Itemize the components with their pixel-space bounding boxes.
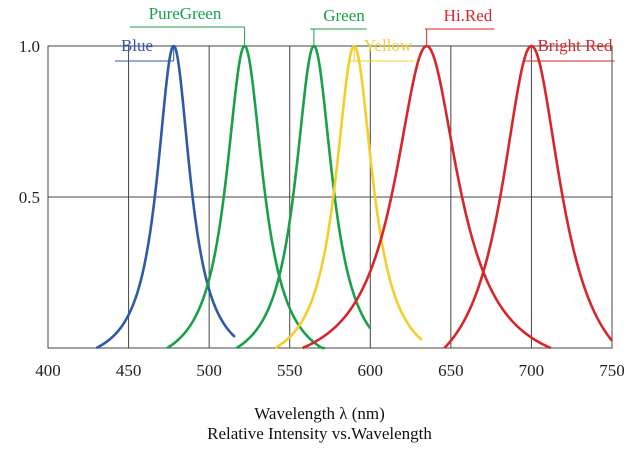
x-tick-label: 450: [116, 361, 142, 380]
series-label: PureGreen: [149, 4, 222, 23]
x-tick-label: 550: [277, 361, 303, 380]
tick-labels: 400 450 500 550 600 650 700 750 0.5 1.0: [19, 37, 625, 380]
series-label: Yellow: [364, 36, 413, 55]
x-tick-label: 750: [599, 361, 625, 380]
series-labels: Blue PureGreen Green Yellow Hi.Red Bright Red: [115, 4, 615, 62]
y-tick-label: 1.0: [19, 37, 40, 56]
x-tick-label: 600: [358, 361, 384, 380]
x-tick-label: 650: [438, 361, 464, 380]
series-curve: [274, 44, 423, 350]
x-axis-label: Wavelength λ (nm): [254, 404, 385, 423]
grid: [47, 45, 613, 349]
x-tick-label: 500: [196, 361, 222, 380]
x-tick-label: 700: [519, 361, 545, 380]
chart-subtitle: Relative Intensity vs.Wavelength: [207, 424, 432, 443]
series-label: Hi.Red: [444, 6, 493, 25]
series-curve: [95, 44, 236, 350]
series-label: Green: [323, 6, 365, 25]
series-label: Bright Red: [537, 36, 613, 55]
series-curve: [235, 44, 372, 350]
x-tick-label: 400: [35, 361, 61, 380]
series-curve: [443, 44, 614, 349]
series-label: Blue: [121, 36, 153, 55]
y-tick-label: 0.5: [19, 188, 40, 207]
